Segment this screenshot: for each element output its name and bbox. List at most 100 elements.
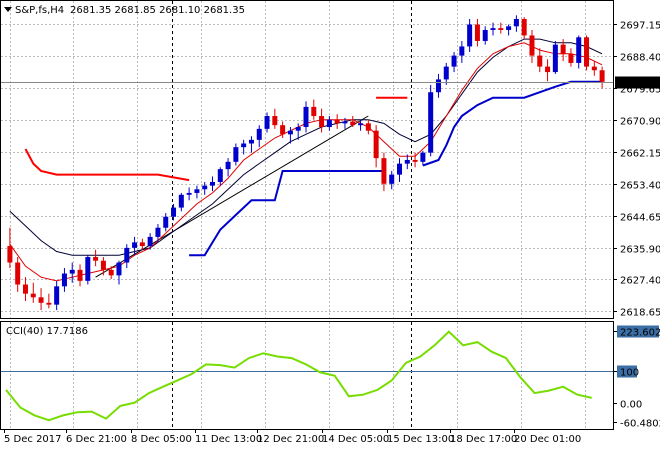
bull-candle bbox=[459, 46, 465, 56]
time-tick-label: 6 Dec 21:00 bbox=[66, 434, 127, 445]
bull-candle bbox=[490, 28, 496, 30]
indicator-tick-label: -60.4802 bbox=[620, 419, 660, 430]
bear-candle bbox=[568, 53, 574, 63]
bear-candle bbox=[373, 130, 379, 159]
bear-candle bbox=[334, 119, 340, 124]
bull-candle bbox=[358, 123, 364, 126]
indicator-axis: 223.6028 100 0.00 -60.4802 bbox=[613, 325, 660, 430]
bear-candle bbox=[7, 246, 13, 263]
bull-candle bbox=[225, 161, 231, 170]
bull-candle bbox=[248, 139, 254, 144]
time-tick-label: 8 Dec 05:00 bbox=[131, 434, 192, 445]
bear-candle bbox=[474, 24, 480, 41]
bear-candle bbox=[521, 18, 527, 36]
time-tick-label: 14 Dec 05:00 bbox=[322, 434, 389, 445]
bear-candle bbox=[15, 262, 21, 285]
bear-candle bbox=[93, 257, 99, 261]
indicator-tick-marker bbox=[617, 325, 659, 338]
bear-candle bbox=[591, 66, 597, 71]
bear-candle bbox=[311, 106, 317, 117]
bull-candle bbox=[482, 29, 488, 41]
bull-candle bbox=[552, 44, 558, 73]
bull-candle bbox=[163, 216, 169, 228]
bull-candle bbox=[69, 269, 75, 274]
bear-candle bbox=[412, 159, 418, 162]
bull-candle bbox=[209, 181, 215, 186]
bull-candle bbox=[287, 130, 293, 135]
bull-candle bbox=[576, 37, 582, 63]
slow-ma-line bbox=[9, 38, 603, 256]
bull-candle bbox=[451, 55, 457, 67]
bull-candle bbox=[178, 194, 184, 208]
ohlc-values: 2681.35 2681.85 2681.10 2681.35 bbox=[70, 5, 245, 16]
bear-candle bbox=[30, 293, 36, 298]
bull-candle bbox=[513, 18, 519, 27]
bull-candle bbox=[85, 257, 91, 281]
price-tick-label: 2679.65 bbox=[620, 85, 660, 96]
bull-candle bbox=[342, 121, 348, 124]
session-separators bbox=[172, 1, 412, 429]
bull-candle bbox=[404, 159, 410, 164]
bull-candle bbox=[428, 92, 434, 153]
indicator-panel bbox=[0, 321, 614, 430]
bear-candle bbox=[46, 302, 52, 305]
bull-candle bbox=[233, 147, 239, 162]
bull-candle bbox=[264, 116, 270, 129]
time-tick-label: 11 Dec 13:00 bbox=[195, 434, 262, 445]
bull-candle bbox=[256, 128, 262, 140]
bear-candle bbox=[139, 242, 145, 247]
symbol-timeframe: S&P,fs,H4 bbox=[15, 5, 64, 16]
bear-candle bbox=[280, 125, 286, 135]
bull-candle bbox=[124, 247, 130, 263]
price-tick-label: 2653.40 bbox=[620, 181, 660, 192]
bear-candle bbox=[584, 37, 590, 67]
bull-candle bbox=[194, 189, 200, 193]
current-price-marker: 2681.35 bbox=[615, 76, 660, 90]
time-tick-label: 20 Dec 01:00 bbox=[514, 434, 581, 445]
bear-candle bbox=[22, 284, 28, 294]
indicator-tick-label: 223.6028 bbox=[620, 328, 660, 339]
bull-candle bbox=[155, 227, 161, 237]
svg-text:2681.35: 2681.35 bbox=[618, 79, 659, 90]
bull-candle bbox=[397, 163, 403, 175]
stop-lines bbox=[24, 80, 603, 257]
bull-candle bbox=[467, 24, 473, 47]
bear-candle bbox=[350, 121, 356, 126]
bull-candle bbox=[295, 127, 301, 131]
bull-candle bbox=[147, 236, 153, 247]
bear-candle bbox=[529, 35, 535, 56]
bear-candle bbox=[545, 66, 551, 73]
candlesticks bbox=[7, 15, 605, 311]
price-tick-label: 2618.65 bbox=[620, 308, 660, 319]
blue-stop-line bbox=[189, 170, 384, 257]
bear-candle bbox=[108, 269, 114, 276]
bull-candle bbox=[389, 174, 395, 184]
bull-candle bbox=[443, 66, 449, 80]
bear-candle bbox=[77, 269, 83, 281]
bull-candle bbox=[435, 79, 441, 93]
bull-candle bbox=[202, 185, 208, 190]
price-tick-label: 2635.90 bbox=[620, 245, 660, 256]
time-tick-label: 15 Dec 13:00 bbox=[387, 434, 454, 445]
price-tick-label: 2688.40 bbox=[620, 53, 660, 64]
indicator-tick-label: 0.00 bbox=[620, 400, 642, 411]
bull-candle bbox=[506, 26, 512, 30]
bull-candle bbox=[132, 242, 138, 248]
price-grid bbox=[1, 1, 613, 318]
bull-candle bbox=[61, 273, 67, 287]
price-tick-label: 2662.15 bbox=[620, 149, 660, 160]
cci-line bbox=[5, 330, 592, 422]
bear-candle bbox=[381, 158, 387, 184]
price-axis: 2697.15 2688.40 2679.65 2670.90 2662.15 2653.… bbox=[613, 21, 660, 319]
collapse-arrow-icon[interactable] bbox=[4, 7, 12, 12]
time-tick-label: 5 Dec 2017 bbox=[4, 434, 62, 445]
blue-stop-line bbox=[422, 80, 603, 167]
bull-candle bbox=[241, 143, 247, 148]
time-axis: 5 Dec 2017 6 Dec 21:00 8 Dec 05:00 11 Dec 1… bbox=[4, 429, 581, 445]
bear-candle bbox=[319, 116, 325, 128]
bear-candle bbox=[537, 55, 543, 67]
bull-candle bbox=[116, 262, 122, 276]
bull-candle bbox=[420, 152, 426, 162]
indicator-tick-marker bbox=[617, 365, 637, 378]
